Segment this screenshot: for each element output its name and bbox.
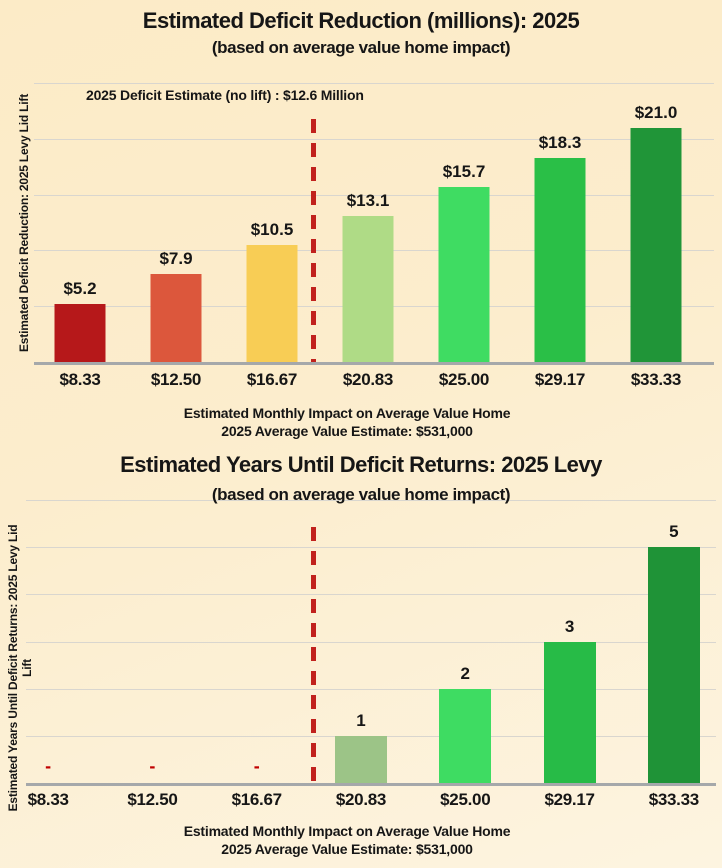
x-axis-title-line1: Estimated Monthly Impact on Average Valu… [183, 405, 511, 421]
x-tick-label: $16.67 [231, 790, 283, 809]
top-chart-y-axis-label: Estimated Deficit Reduction: 2025 Levy L… [17, 94, 31, 352]
bar-slot: $21.0 [608, 83, 704, 362]
bar-value-label: 1 [356, 710, 366, 730]
zero-value-dash: - [253, 756, 260, 776]
bottom-chart-bars: - - - 1 2 3 5 [0, 500, 722, 783]
bar [439, 688, 492, 783]
zero-value-dash: - [45, 756, 52, 776]
bar-slot: $10.5 [224, 83, 320, 362]
bar [54, 303, 106, 362]
bar-slot: 3 [517, 500, 621, 783]
x-axis-title-line2: 2025 Average Value Estimate: $531,000 [221, 423, 473, 439]
x-tick-label: $33.33 [648, 790, 700, 809]
x-tick-label: $12.50 [127, 790, 178, 809]
bar-slot: 5 [622, 500, 722, 783]
bar [543, 641, 596, 783]
bar-slot: $13.1 [320, 83, 416, 362]
gridline [34, 83, 714, 84]
bar [246, 244, 298, 362]
x-tick-label: $20.83 [342, 370, 394, 389]
deficit-estimate-annotation: 2025 Deficit Estimate (no lift) : $12.6 … [86, 87, 364, 103]
x-axis-title-line2: 2025 Average Value Estimate: $531,000 [221, 841, 473, 857]
top-chart-bars: $5.2 $7.9 $10.5 $13.1 $15.7 $18.3 $21.0 [32, 83, 704, 362]
bar-value-label: 2 [460, 663, 470, 683]
bar [334, 735, 387, 783]
bar [342, 215, 394, 362]
gridline [26, 500, 716, 501]
top-chart-title: Estimated Deficit Reduction (millions): … [142, 8, 580, 33]
gridline [26, 688, 716, 690]
bar-slot: $15.7 [416, 83, 512, 362]
gridline [34, 194, 714, 196]
bar-slot: - [205, 500, 309, 783]
bar-value-label: 3 [564, 616, 575, 636]
bar-value-label: 5 [669, 522, 679, 542]
bottom-chart-divider-dashed-line [311, 527, 316, 783]
x-tick-label: $20.83 [335, 790, 387, 809]
gridline [26, 641, 716, 643]
bar-value-label: $13.1 [346, 190, 390, 210]
bottom-chart-title: Estimated Years Until Deficit Returns: 2… [120, 452, 602, 477]
bar-value-label: $18.3 [538, 132, 582, 152]
x-tick-label: $25.00 [440, 790, 491, 809]
x-axis-title-line1: Estimated Monthly Impact on Average Valu… [183, 823, 511, 839]
bottom-chart-x-axis-title: Estimated Monthly Impact on Average Valu… [0, 822, 694, 858]
bar [630, 127, 682, 362]
top-chart-x-axis-ticks: $8.33 $12.50 $16.67 $20.83 $25.00 $29.17 $33.3… [32, 370, 704, 390]
bar-slot: 1 [309, 500, 413, 783]
top-chart-divider-dashed-line [311, 119, 316, 362]
bottom-chart-x-axis-ticks: $8.33 $12.50 $16.67 $20.83 $25.00 $29.17 $33.3… [0, 790, 722, 810]
x-tick-label: $33.33 [630, 370, 682, 389]
bar-value-label: $5.2 [63, 278, 97, 298]
x-tick-label: $16.67 [246, 370, 298, 389]
bar-slot: - [100, 500, 204, 783]
top-chart-x-axis-title: Estimated Monthly Impact on Average Valu… [0, 404, 694, 440]
bar [647, 547, 700, 783]
x-tick-label: $8.33 [27, 790, 69, 809]
gridline [26, 547, 716, 549]
bar-slot: $18.3 [512, 83, 608, 362]
bottom-chart-subtitle: (based on average value home impact) [211, 485, 511, 504]
bar-slot: $5.2 [32, 83, 128, 362]
bar-value-label: $10.5 [250, 219, 294, 239]
bar-slot: $7.9 [128, 83, 224, 362]
gridline [34, 138, 714, 140]
bar-value-label: $7.9 [159, 248, 193, 268]
x-tick-label: $29.17 [544, 790, 595, 809]
x-tick-label: $12.50 [150, 370, 202, 389]
x-tick-label: $8.33 [59, 370, 101, 389]
bar [150, 273, 202, 362]
x-tick-label: $29.17 [534, 370, 586, 389]
zero-value-dash: - [149, 756, 156, 776]
x-tick-label: $25.00 [438, 370, 490, 389]
top-chart-subtitle: (based on average value home impact) [211, 38, 511, 57]
bar-slot: 2 [413, 500, 517, 783]
gridline [26, 594, 716, 596]
bar [438, 186, 490, 362]
bar-value-label: $21.0 [634, 102, 678, 122]
bar [534, 157, 586, 362]
bar-value-label: $15.7 [442, 161, 486, 181]
bar-slot: - [0, 500, 100, 783]
